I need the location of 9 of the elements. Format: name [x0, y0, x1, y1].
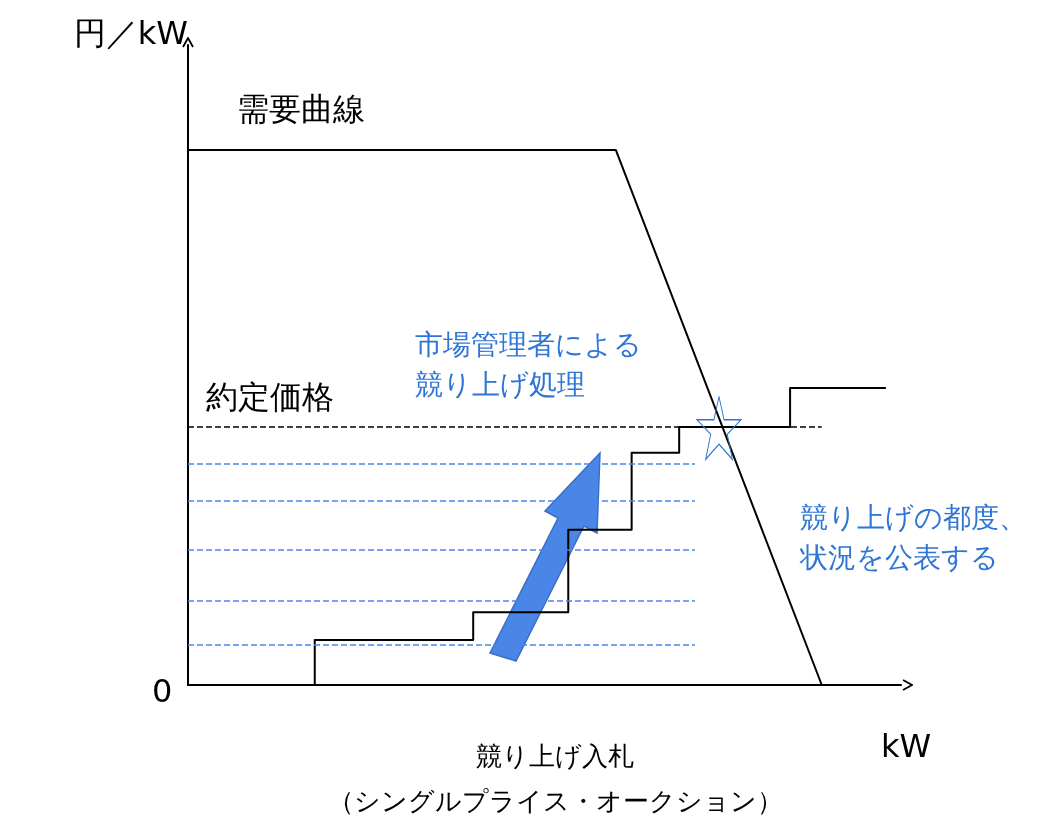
ref-line-label: 約定価格	[206, 378, 334, 417]
series-label: 需要曲線	[237, 90, 365, 128]
text: 0	[152, 672, 173, 711]
annotation: 競り上げの都度、状況を公表する	[799, 500, 1027, 575]
x-axis-title: kW	[881, 727, 932, 765]
text: 競り上げ入札	[476, 740, 634, 771]
text: （シングルプライス・オークション）	[327, 785, 783, 816]
y-axis-title: 円／kW	[73, 14, 188, 52]
annotation: 市場管理者による競り上げ処理	[415, 327, 642, 402]
